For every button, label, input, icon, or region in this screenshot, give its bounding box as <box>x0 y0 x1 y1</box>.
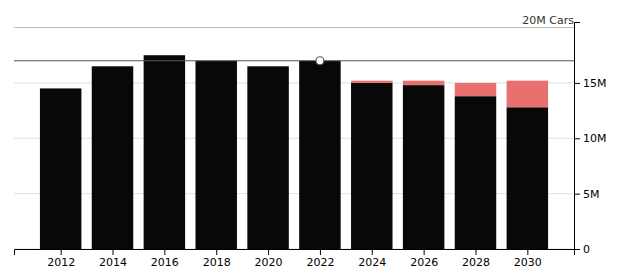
y-tick: 15M <box>574 77 607 90</box>
marker <box>316 57 324 65</box>
bar <box>507 107 548 249</box>
y-tick-mark <box>574 138 580 139</box>
bar <box>144 55 185 56</box>
bar <box>455 96 496 249</box>
bar-series <box>40 55 548 249</box>
annotations: 20M Cars <box>522 14 574 27</box>
reference-label: 20M Cars <box>522 14 574 27</box>
bar <box>507 81 548 108</box>
x-tick-label: 2012 <box>47 256 75 269</box>
x-tick-label: 2028 <box>462 256 490 269</box>
x-tick: 2020 <box>255 249 283 269</box>
x-tick: 2014 <box>99 249 127 269</box>
y-tick-label: 15M <box>583 77 607 90</box>
x-tick-mark <box>372 249 373 255</box>
y-tick-mark <box>574 194 580 195</box>
x-tick-label: 2030 <box>514 256 542 269</box>
bar <box>144 55 185 249</box>
y-axis: 0 5M 10M 15M <box>574 23 607 257</box>
x-tick: 2028 <box>462 249 490 269</box>
bar <box>195 61 236 249</box>
x-tick: 2018 <box>203 249 231 269</box>
x-tick-mark <box>61 249 62 255</box>
bar <box>247 66 288 249</box>
y-axis-line <box>575 23 581 250</box>
y-tick-label: 0 <box>583 243 590 256</box>
y-tick: 0 <box>574 243 590 256</box>
x-axis-line <box>15 250 575 256</box>
x-tick-mark <box>475 249 476 255</box>
x-tick-mark <box>527 249 528 255</box>
x-tick-label: 2024 <box>358 256 386 269</box>
y-tick-label: 10M <box>583 132 607 145</box>
bar <box>403 81 444 85</box>
x-tick-mark <box>268 249 269 255</box>
y-tick-mark <box>574 83 580 84</box>
bar <box>92 66 133 67</box>
x-tick-mark <box>164 249 165 255</box>
x-tick: 2016 <box>151 249 179 269</box>
bar <box>92 66 133 249</box>
bar <box>403 85 444 249</box>
bar <box>247 66 288 67</box>
x-tick-label: 2026 <box>410 256 438 269</box>
x-tick: 2026 <box>410 249 438 269</box>
bar <box>40 88 81 249</box>
x-tick-mark <box>424 249 425 255</box>
x-tick-mark <box>113 249 114 255</box>
x-tick: 2030 <box>514 249 542 269</box>
reference-line <box>14 60 574 61</box>
y-tick: 5M <box>574 188 600 201</box>
x-tick-label: 2022 <box>306 256 334 269</box>
x-axis: 2012 2014 2016 2018 2020 2022 2024 2026 2028 2030 <box>15 249 575 269</box>
bar <box>455 83 496 96</box>
x-tick: 2012 <box>47 249 75 269</box>
x-tick: 2024 <box>358 249 386 269</box>
plot-area: 20M Cars 2012 2014 2016 2018 2020 2022 2024 2026… <box>14 14 607 269</box>
bar <box>351 83 392 249</box>
y-tick: 10M <box>574 132 607 145</box>
bar <box>40 88 81 89</box>
x-tick-label: 2018 <box>203 256 231 269</box>
x-tick-label: 2020 <box>255 256 283 269</box>
bar <box>299 61 340 249</box>
y-tick-mark <box>574 249 580 250</box>
x-tick: 2022 <box>306 249 334 269</box>
x-tick-label: 2014 <box>99 256 127 269</box>
reference-line <box>14 27 574 28</box>
y-tick-label: 5M <box>583 188 600 201</box>
bar-series <box>351 81 548 108</box>
marks <box>14 28 574 249</box>
chart: 20M Cars 2012 2014 2016 2018 2020 2022 2024 2026… <box>0 0 620 275</box>
x-tick-mark <box>320 249 321 255</box>
x-tick-label: 2016 <box>151 256 179 269</box>
bar <box>351 81 392 83</box>
x-tick-mark <box>216 249 217 255</box>
